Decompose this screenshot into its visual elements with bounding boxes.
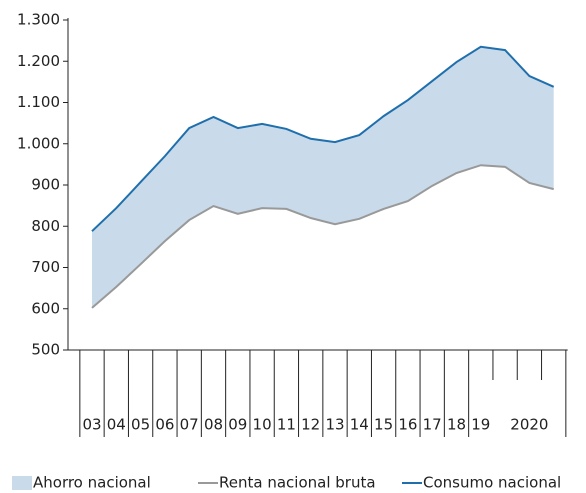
- y-tick-label: 1.100: [17, 93, 60, 111]
- x-tick-label: 19: [471, 416, 490, 434]
- legend-label: Ahorro nacional: [33, 474, 151, 492]
- x-tick-label: 12: [301, 416, 320, 434]
- y-tick-label: 500: [31, 341, 60, 359]
- x-tick-label: 11: [277, 416, 296, 434]
- x-tick-label: 14: [350, 416, 369, 434]
- y-tick-label: 1.300: [17, 11, 60, 29]
- x-tick-label: 2020: [510, 416, 548, 434]
- legend-label: Renta nacional bruta: [219, 474, 376, 492]
- x-tick-label: 03: [82, 416, 101, 434]
- legend-label: Consumo nacional: [423, 474, 561, 492]
- area: [92, 46, 554, 308]
- x-tick-label: 10: [253, 416, 272, 434]
- x-tick-label: 13: [325, 416, 344, 434]
- x-tick-label: 05: [131, 416, 150, 434]
- legend-swatch: [12, 476, 32, 490]
- line: [91, 45, 555, 232]
- x-tick-label: 08: [204, 416, 223, 434]
- line: [91, 164, 554, 309]
- x-tick-label: 07: [180, 416, 199, 434]
- x-tick-label: 17: [423, 416, 442, 434]
- x-tick-label: 16: [398, 416, 417, 434]
- y-tick-label: 700: [31, 258, 60, 276]
- x-tick-label: 09: [228, 416, 247, 434]
- y-tick-label: 800: [31, 217, 60, 235]
- x-tick-label: 04: [107, 416, 126, 434]
- y-tick-label: 1.000: [17, 134, 60, 152]
- y-tick-label: 900: [31, 176, 60, 194]
- x-tick-label: 06: [155, 416, 174, 434]
- x-tick-label: 18: [447, 416, 466, 434]
- y-tick-label: 1.200: [17, 52, 60, 70]
- x-tick-label: 15: [374, 416, 393, 434]
- y-tick-label: 600: [31, 299, 60, 317]
